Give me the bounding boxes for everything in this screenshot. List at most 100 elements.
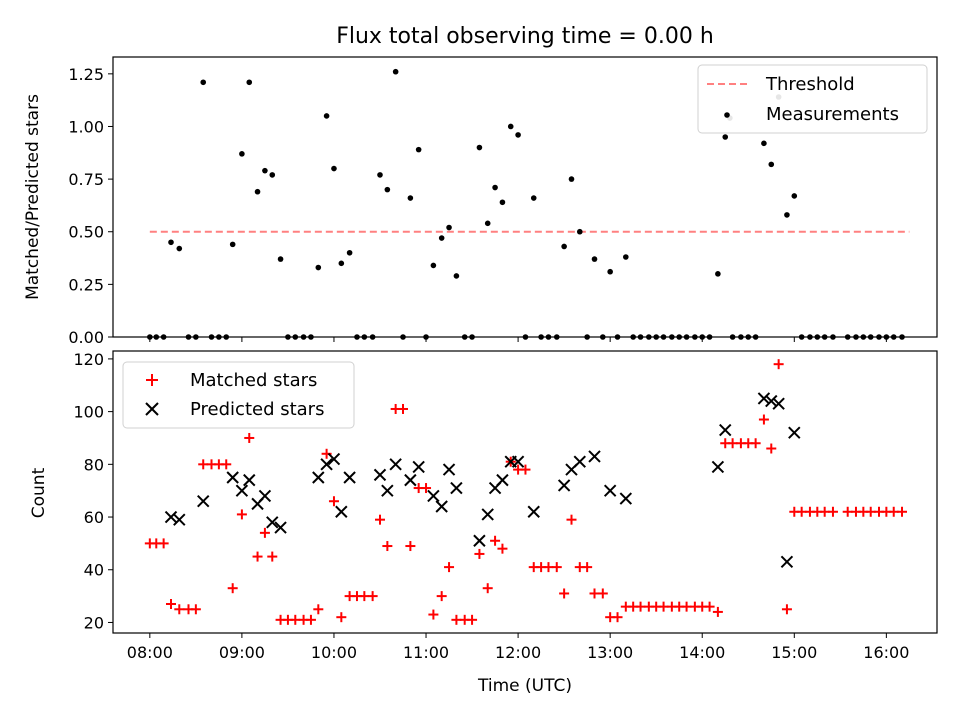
predicted-star-point xyxy=(381,484,394,497)
matched-star-point xyxy=(559,588,570,599)
x-tick-label: 15:00 xyxy=(771,643,817,662)
predicted-star-point xyxy=(327,452,341,466)
top-plot-frame xyxy=(112,56,938,338)
x-tick-label: 14:00 xyxy=(679,643,725,662)
measurement-point xyxy=(499,199,506,206)
top-legend: Threshold Measurements xyxy=(697,64,928,134)
measurement-point xyxy=(453,273,460,279)
bottom-legend-box xyxy=(122,361,355,429)
measurement-point xyxy=(476,144,483,151)
measurement-point xyxy=(176,245,183,252)
measurement-point xyxy=(338,260,345,267)
measurement-point xyxy=(507,123,514,130)
matched-star-point xyxy=(267,551,278,562)
x-tick-label: 11:00 xyxy=(403,643,449,662)
bottom-y-tick-label: 60 xyxy=(84,508,104,527)
matched-star-point xyxy=(612,612,623,623)
matched-star-point xyxy=(597,588,608,599)
top-y-tick-label: 0.75 xyxy=(68,170,104,189)
predicted-star-point xyxy=(373,468,387,482)
matched-star-point xyxy=(382,541,393,552)
predicted-star-point xyxy=(527,505,540,518)
measurement-point xyxy=(277,256,284,262)
predicted-star-point xyxy=(765,394,778,408)
legend-predicted-label: Predicted stars xyxy=(190,399,324,420)
matched-star-point xyxy=(221,459,232,470)
predicted-star-point xyxy=(412,460,425,474)
predicted-star-point xyxy=(619,492,633,505)
bottom-y-tick-label: 100 xyxy=(73,403,104,422)
top-y-tick-label: 1.00 xyxy=(68,117,104,136)
matched-star-point xyxy=(551,562,562,573)
top-legend-box xyxy=(697,64,928,134)
measurement-point xyxy=(254,188,261,195)
matched-star-point xyxy=(497,543,508,554)
measurement-point xyxy=(392,68,399,75)
matched-star-point xyxy=(766,443,777,454)
predicted-star-point xyxy=(450,481,463,495)
predicted-star-point xyxy=(343,471,356,484)
matched-star-point xyxy=(367,591,378,602)
measurement-point xyxy=(315,264,322,271)
predicted-star-point xyxy=(496,473,509,487)
predicted-star-point xyxy=(164,510,178,524)
measurement-point xyxy=(623,254,629,260)
chart-title: Flux total observing time = 0.00 h xyxy=(336,24,714,49)
predicted-star-point xyxy=(404,473,417,487)
measurement-point xyxy=(768,161,775,168)
predicted-star-point xyxy=(435,500,448,513)
measurement-point xyxy=(515,132,521,138)
matched-star-point xyxy=(259,527,270,538)
predicted-star-point xyxy=(511,455,525,468)
predicted-star-point xyxy=(197,495,210,508)
bottom-y-tick-label: 120 xyxy=(73,350,104,369)
matched-star-point xyxy=(174,604,185,615)
matched-star-point xyxy=(781,604,792,615)
matched-star-point xyxy=(236,509,247,520)
matched-star-point xyxy=(712,606,723,617)
predicted-star-point xyxy=(266,516,279,529)
predicted-star-point xyxy=(757,392,771,405)
x-axis-label: Time (UTC) xyxy=(477,676,572,696)
matched-star-point xyxy=(758,414,769,425)
predicted-star-point xyxy=(603,484,617,497)
bottom-y-axis-label: Count xyxy=(29,467,49,518)
matched-star-point xyxy=(436,591,447,602)
matched-star-point xyxy=(490,535,501,546)
predicted-star-point xyxy=(335,505,348,518)
matched-star-point xyxy=(704,601,715,612)
measurement-point xyxy=(607,268,613,275)
measurement-point xyxy=(438,235,445,241)
matched-star-point xyxy=(428,609,439,620)
matched-star-point xyxy=(520,464,531,475)
measurement-point xyxy=(384,186,391,193)
matched-star-point xyxy=(166,599,177,610)
measurement-point xyxy=(269,172,276,178)
measurement-point xyxy=(331,165,337,172)
matched-star-point xyxy=(405,541,416,552)
matched-star-point xyxy=(421,483,432,494)
measurement-point xyxy=(407,195,414,201)
top-panel: Matched/Predicted stars 0.00 0.25 0.50 0.75… xyxy=(23,56,938,347)
bottom-panel: Count Time (UTC) 20 40 60 80 100 120 08:00 09:… xyxy=(29,350,938,696)
matched-star-point xyxy=(444,562,455,573)
measurement-point xyxy=(530,195,537,201)
measurement-point xyxy=(591,256,598,262)
predicted-star-point xyxy=(481,508,494,521)
legend-matched-swatch xyxy=(146,374,158,386)
legend-measurements-label: Measurements xyxy=(766,104,899,125)
bottom-plot-frame xyxy=(112,350,938,634)
matched-star-point xyxy=(328,496,339,507)
predicted-star-point xyxy=(473,534,486,547)
bottom-y-tick-label: 20 xyxy=(84,613,104,632)
x-tick-label: 09:00 xyxy=(219,643,265,662)
x-tick-label: 10:00 xyxy=(311,643,357,662)
predicted-star-point xyxy=(788,426,801,439)
predicted-star-point xyxy=(274,521,287,534)
measurement-point xyxy=(576,228,583,235)
measurement-point xyxy=(323,113,330,119)
predicted-star-point xyxy=(772,397,785,410)
matched-star-point xyxy=(244,432,255,443)
top-y-tick-label: 0.50 xyxy=(68,223,104,242)
